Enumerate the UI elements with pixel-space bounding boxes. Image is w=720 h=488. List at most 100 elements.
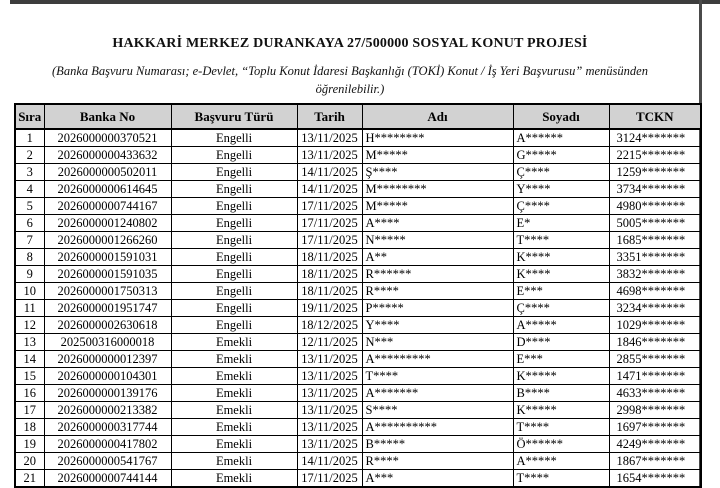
- cell-sira: 10: [14, 282, 45, 300]
- cell-tarih: 13/11/2025: [296, 367, 363, 385]
- cell-basvuru-turu: Emekli: [170, 418, 298, 436]
- cell-soyadi: K****: [512, 248, 610, 266]
- table-row: 7 2026000001266260 Engelli 17/11/2025 N*****…: [14, 231, 702, 249]
- cell-soyadi: K****: [512, 265, 610, 283]
- cell-adi: A**: [361, 248, 514, 266]
- cell-soyadi: Ç****: [512, 197, 610, 215]
- cell-tckn: 1259*******: [608, 163, 702, 181]
- cell-basvuru-turu: Engelli: [170, 248, 298, 266]
- cell-tckn: 4980*******: [608, 197, 702, 215]
- table-row: 19 2026000000417802 Emekli 13/11/2025 B*****…: [14, 435, 702, 453]
- applicants-table: Sıra Banka No Başvuru Türü Tarih Adı Soy…: [14, 103, 702, 488]
- cell-basvuru-turu: Engelli: [170, 180, 298, 198]
- cell-tckn: 4249*******: [608, 435, 702, 453]
- cell-banka-no: 2026000000614645: [43, 180, 172, 198]
- cell-basvuru-turu: Engelli: [170, 265, 298, 283]
- cell-basvuru-turu: Emekli: [170, 384, 298, 402]
- column-header-soyadi: Soyadı: [512, 103, 610, 130]
- cell-adi: R****: [361, 452, 514, 470]
- cell-adi: H********: [361, 128, 514, 147]
- column-header-sira: Sıra: [14, 103, 45, 130]
- cell-basvuru-turu: Emekli: [170, 401, 298, 419]
- cell-basvuru-turu: Engelli: [170, 231, 298, 249]
- cell-tarih: 18/11/2025: [296, 282, 363, 300]
- cell-banka-no: 2026000001240802: [43, 214, 172, 232]
- cell-basvuru-turu: Emekli: [170, 469, 298, 488]
- cell-adi: B*****: [361, 435, 514, 453]
- cell-banka-no: 202500316000018: [43, 333, 172, 351]
- cell-tckn: 5005*******: [608, 214, 702, 232]
- cell-adi: P*****: [361, 299, 514, 317]
- header-row: Sıra Banka No Başvuru Türü Tarih Adı Soy…: [14, 103, 702, 130]
- cell-basvuru-turu: Emekli: [170, 452, 298, 470]
- table-row: 20 2026000000541767 Emekli 14/11/2025 R**** A…: [14, 452, 702, 470]
- cell-tckn: 3234*******: [608, 299, 702, 317]
- cell-sira: 9: [14, 265, 45, 283]
- cell-adi: R****: [361, 282, 514, 300]
- table-row: 18 2026000000317744 Emekli 13/11/2025 A*****…: [14, 418, 702, 436]
- cell-sira: 14: [14, 350, 45, 368]
- cell-banka-no: 2026000000744144: [43, 469, 172, 488]
- cell-tckn: 3351*******: [608, 248, 702, 266]
- cell-sira: 5: [14, 197, 45, 215]
- cell-sira: 2: [14, 146, 45, 164]
- cell-tarih: 13/11/2025: [296, 435, 363, 453]
- table-row: 8 2026000001591031 Engelli 18/11/2025 A** K**…: [14, 248, 702, 266]
- cell-adi: M********: [361, 180, 514, 198]
- cell-banka-no: 2026000000104301: [43, 367, 172, 385]
- cell-sira: 8: [14, 248, 45, 266]
- cell-basvuru-turu: Engelli: [170, 128, 298, 147]
- table-row: 16 2026000000139176 Emekli 13/11/2025 A*****…: [14, 384, 702, 402]
- cell-banka-no: 2026000002630618: [43, 316, 172, 334]
- cell-basvuru-turu: Engelli: [170, 197, 298, 215]
- column-header-adi: Adı: [361, 103, 514, 130]
- cell-tarih: 18/11/2025: [296, 248, 363, 266]
- cell-sira: 1: [14, 128, 45, 147]
- column-header-basvuru-turu: Başvuru Türü: [170, 103, 298, 130]
- cell-soyadi: A******: [512, 128, 610, 147]
- table-body: 1 2026000000370521 Engelli 13/11/2025 H*****…: [14, 128, 702, 488]
- cell-adi: A***: [361, 469, 514, 488]
- cell-tckn: 4698*******: [608, 282, 702, 300]
- cell-banka-no: 2026000001591035: [43, 265, 172, 283]
- cell-tarih: 13/11/2025: [296, 401, 363, 419]
- cell-tckn: 1846*******: [608, 333, 702, 351]
- cell-sira: 13: [14, 333, 45, 351]
- cell-sira: 17: [14, 401, 45, 419]
- cell-adi: M*****: [361, 197, 514, 215]
- cell-tckn: 4633*******: [608, 384, 702, 402]
- cell-banka-no: 2026000000370521: [43, 128, 172, 147]
- cell-banka-no: 2026000000541767: [43, 452, 172, 470]
- cell-tarih: 17/11/2025: [296, 197, 363, 215]
- cell-banka-no: 2026000001951747: [43, 299, 172, 317]
- cell-sira: 21: [14, 469, 45, 488]
- cell-banka-no: 2026000000417802: [43, 435, 172, 453]
- cell-adi: A*********: [361, 350, 514, 368]
- cell-adi: N***: [361, 333, 514, 351]
- cell-soyadi: B****: [512, 384, 610, 402]
- cell-tarih: 17/11/2025: [296, 231, 363, 249]
- cell-tckn: 3734*******: [608, 180, 702, 198]
- cell-banka-no: 2026000001266260: [43, 231, 172, 249]
- cell-soyadi: D****: [512, 333, 610, 351]
- cell-tarih: 19/11/2025: [296, 299, 363, 317]
- cell-soyadi: G*****: [512, 146, 610, 164]
- cell-tarih: 13/11/2025: [296, 418, 363, 436]
- cell-basvuru-turu: Engelli: [170, 163, 298, 181]
- cell-tarih: 17/11/2025: [296, 469, 363, 488]
- cell-tckn: 1867*******: [608, 452, 702, 470]
- cell-tarih: 13/11/2025: [296, 128, 363, 147]
- page-subtitle-line1: (Banka Başvuru Numarası; e-Devlet, “Topl…: [52, 64, 648, 78]
- cell-tckn: 1029*******: [608, 316, 702, 334]
- cell-basvuru-turu: Emekli: [170, 350, 298, 368]
- cell-basvuru-turu: Engelli: [170, 299, 298, 317]
- cell-adi: N*****: [361, 231, 514, 249]
- cell-soyadi: Ç****: [512, 163, 610, 181]
- table-row: 15 2026000000104301 Emekli 13/11/2025 T**** K…: [14, 367, 702, 385]
- table-row: 1 2026000000370521 Engelli 13/11/2025 H*****…: [14, 128, 702, 147]
- cell-soyadi: K*****: [512, 401, 610, 419]
- cell-soyadi: Ç****: [512, 299, 610, 317]
- cell-soyadi: E***: [512, 350, 610, 368]
- cell-sira: 4: [14, 180, 45, 198]
- table-row: 9 2026000001591035 Engelli 18/11/2025 R*****…: [14, 265, 702, 283]
